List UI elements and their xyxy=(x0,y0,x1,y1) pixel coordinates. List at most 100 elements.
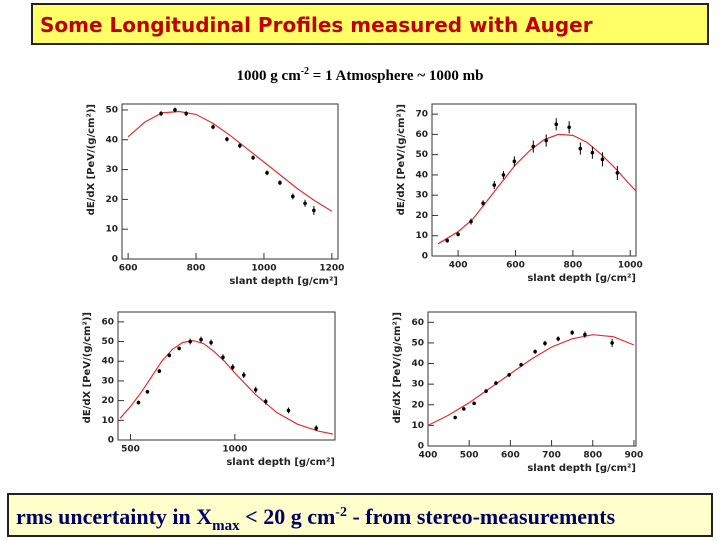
x-tick-label: 1200 xyxy=(319,264,344,274)
data-point xyxy=(519,362,523,367)
x-axis-label: slant depth [g/cm²] xyxy=(226,457,335,468)
y-tick-label: 60 xyxy=(101,317,114,327)
data-point xyxy=(263,399,268,404)
x-tick-label: 400 xyxy=(419,451,438,461)
chart: 0 10 20 30 40 50 600 800 1000 1200 slant depth [g/… xyxy=(86,103,344,287)
data-point xyxy=(533,349,537,354)
data-point xyxy=(157,369,162,373)
subtitle-text: = 1 Atmosphere ~ 1000 mb xyxy=(309,68,483,84)
data-point xyxy=(512,159,517,164)
y-tick-label: 0 xyxy=(422,252,428,262)
y-tick-label: 30 xyxy=(415,191,428,201)
data-point xyxy=(199,337,203,342)
subtitle-text: 1000 g cm xyxy=(237,68,302,84)
data-point xyxy=(177,346,181,351)
data-point xyxy=(610,341,614,345)
fit-curve xyxy=(119,339,334,435)
data-point xyxy=(225,137,229,141)
x-axis-label: slant depth [g/cm²] xyxy=(527,463,636,474)
y-tick-label: 30 xyxy=(101,376,114,386)
y-tick-label: 50 xyxy=(411,338,424,348)
data-point xyxy=(567,125,571,130)
data-point xyxy=(136,400,141,405)
slide-title: Some Longitudinal Profiles measured with… xyxy=(40,13,593,37)
data-point xyxy=(312,208,316,213)
data-point xyxy=(583,332,587,337)
data-point xyxy=(253,387,258,392)
data-point xyxy=(265,171,269,175)
data-point xyxy=(501,173,506,177)
y-tick-label: 20 xyxy=(411,400,424,410)
data-point xyxy=(600,157,605,162)
y-tick-label: 50 xyxy=(101,337,114,347)
data-point xyxy=(543,341,547,346)
x-tick-label: 800 xyxy=(187,264,206,274)
data-point xyxy=(453,415,457,420)
fit-curve xyxy=(427,334,635,426)
y-tick-label: 0 xyxy=(108,436,114,446)
data-point xyxy=(484,389,488,393)
y-tick-label: 40 xyxy=(415,170,428,180)
y-tick-label: 10 xyxy=(101,416,114,426)
data-point xyxy=(209,340,213,345)
data-point xyxy=(145,389,150,394)
footer-text: rms uncertainty in X xyxy=(16,504,212,529)
y-tick-label: 20 xyxy=(415,211,428,221)
data-point xyxy=(291,194,295,199)
data-point xyxy=(167,353,172,358)
y-axis-label: dE/dX [PeV/(g/cm²)] xyxy=(86,104,97,215)
data-point xyxy=(462,407,466,411)
x-tick-label: 600 xyxy=(506,261,525,271)
footer-sup: -2 xyxy=(335,505,347,520)
data-point xyxy=(445,238,450,243)
plot-frame xyxy=(117,311,336,441)
data-point xyxy=(456,232,460,237)
data-point xyxy=(221,355,225,360)
plot-frame xyxy=(427,311,637,447)
chart: 0 10 20 30 40 50 60 70 400 600 800 1000 slant depth … xyxy=(396,103,643,284)
y-tick-label: 70 xyxy=(415,110,428,120)
x-tick-label: 600 xyxy=(501,451,520,461)
data-point xyxy=(570,330,574,335)
y-tick-label: 40 xyxy=(105,135,118,145)
data-point xyxy=(481,201,485,206)
subtitle: 1000 g cm-2 = 1 Atmosphere ~ 1000 mb xyxy=(237,66,484,84)
x-axis-label: slant depth [g/cm²] xyxy=(229,276,338,287)
y-tick-label: 30 xyxy=(105,165,118,175)
x-tick-label: 900 xyxy=(625,451,644,461)
data-point xyxy=(531,144,536,149)
data-point xyxy=(615,171,620,175)
data-point xyxy=(469,219,473,224)
y-axis-label: dE/dX [PeV/(g/cm²)] xyxy=(392,312,403,423)
data-point xyxy=(578,146,583,151)
data-point xyxy=(251,155,255,160)
data-point xyxy=(188,339,192,344)
y-axis-label: dE/dX [PeV/(g/cm²)] xyxy=(396,104,407,215)
data-point xyxy=(242,373,246,377)
y-tick-label: 50 xyxy=(415,150,428,160)
data-point xyxy=(507,373,511,377)
x-tick-label: 700 xyxy=(542,451,561,461)
data-point xyxy=(286,408,291,413)
y-tick-label: 20 xyxy=(101,396,114,406)
footer: rms uncertainty in Xmax < 20 g cm-2 - fr… xyxy=(16,504,616,534)
x-tick-label: 1000 xyxy=(618,261,643,271)
data-point xyxy=(590,150,595,155)
data-point xyxy=(173,108,177,112)
data-point xyxy=(472,401,476,406)
footer-text: - from stereo-measurements xyxy=(347,504,616,529)
data-point xyxy=(230,365,235,369)
plot-frame xyxy=(431,103,637,257)
x-tick-label: 400 xyxy=(449,261,468,271)
y-tick-label: 0 xyxy=(112,255,118,265)
y-tick-label: 30 xyxy=(411,380,424,390)
title-box xyxy=(31,3,709,45)
plot-frame xyxy=(121,103,339,260)
data-point xyxy=(492,183,497,187)
y-tick-label: 0 xyxy=(418,442,424,452)
data-point xyxy=(238,143,242,148)
x-tick-label: 800 xyxy=(563,261,582,271)
x-tick-label: 1000 xyxy=(222,445,247,455)
y-axis-label: dE/dX [PeV/(g/cm²)] xyxy=(82,312,93,423)
data-point xyxy=(544,138,548,143)
